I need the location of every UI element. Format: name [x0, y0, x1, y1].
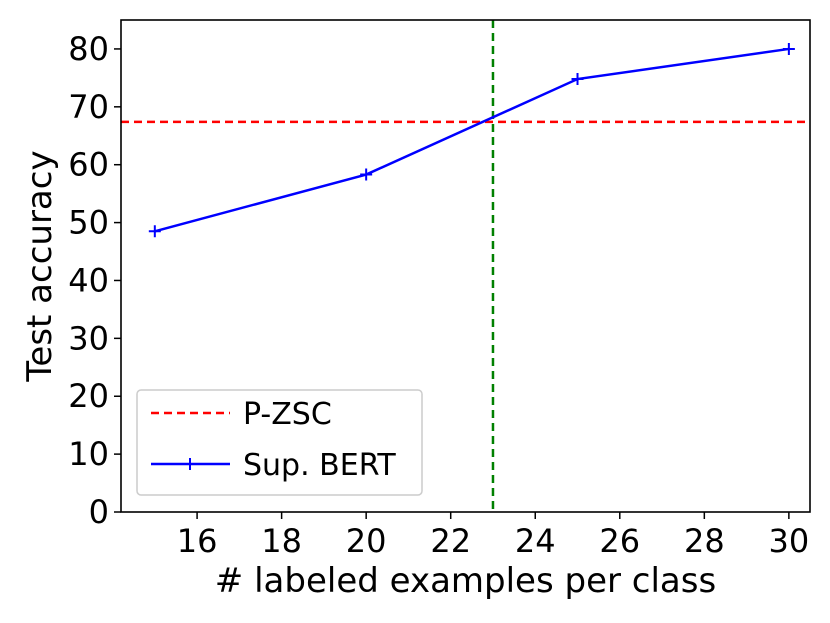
legend: P-ZSC Sup. BERT [136, 389, 423, 496]
plot-frame [120, 19, 811, 513]
legend-label-p-zsc: P-ZSC [243, 397, 332, 432]
series-line-sup-bert [154, 47, 790, 233]
legend-label-sup-bert: Sup. BERT [243, 448, 396, 483]
y-tick-label: 0 [89, 493, 109, 531]
y-tick-label: 40 [68, 261, 109, 299]
x-tick-label: 20 [346, 522, 387, 560]
x-tick-label: 26 [599, 522, 640, 560]
x-tick-label: 30 [769, 522, 810, 560]
y-axis-label: Test accuracy [20, 150, 60, 382]
series-layer [148, 42, 795, 238]
legend-marker-sup-bert [184, 458, 196, 470]
data-point-marker [148, 225, 161, 238]
y-tick-label: 70 [68, 88, 109, 126]
y-tick-label: 10 [68, 435, 109, 473]
legend-box [136, 389, 423, 496]
data-point-marker [571, 73, 584, 86]
reference-lines [121, 20, 810, 512]
x-tick-label: 24 [515, 522, 556, 560]
x-tick-label: 22 [430, 522, 471, 560]
y-tick-label: 50 [68, 204, 109, 242]
y-tick-label: 20 [68, 377, 109, 415]
y-axis-ticks: 0 10 20 30 40 50 60 70 80 [68, 30, 121, 531]
y-tick-label: 60 [68, 146, 109, 184]
data-point-marker [360, 168, 373, 181]
x-tick-label: 28 [684, 522, 725, 560]
x-axis-label: # labeled examples per class [215, 561, 716, 601]
x-tick-label: 16 [177, 522, 218, 560]
data-point-marker [782, 42, 795, 55]
y-tick-label: 80 [68, 30, 109, 68]
y-tick-label: 30 [68, 319, 109, 357]
x-axis-ticks: 16 18 20 22 24 26 28 30 [177, 512, 809, 560]
x-tick-label: 18 [261, 522, 302, 560]
